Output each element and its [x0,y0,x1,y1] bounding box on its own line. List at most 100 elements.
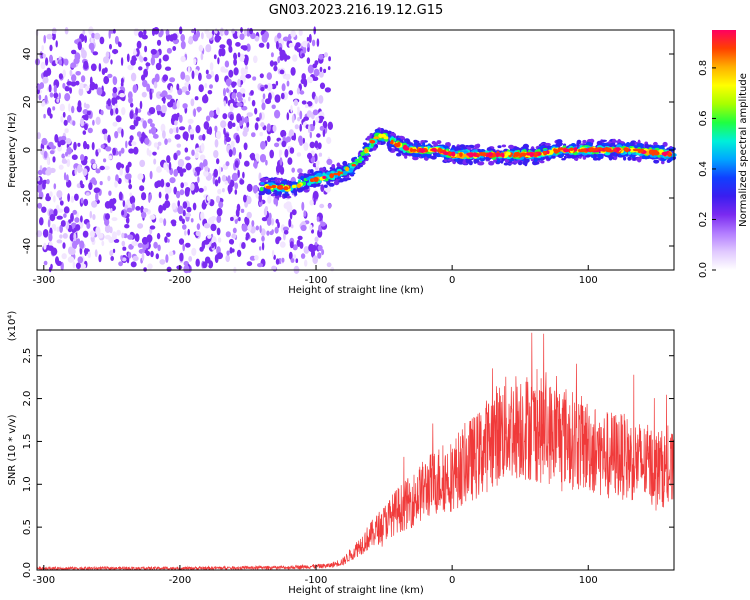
noise-speck [277,32,282,39]
noise-speck [79,82,84,90]
noise-speck [152,133,159,139]
noise-speck [245,74,252,79]
signal-speck [597,157,601,161]
noise-speck [203,239,210,245]
noise-speck [293,99,299,106]
noise-speck [86,222,91,230]
noise-speck [317,244,323,252]
noise-speck [241,105,248,111]
noise-speck [204,165,209,172]
noise-speck [297,168,303,174]
noise-speck [173,169,179,177]
signal-speck [348,168,354,172]
noise-speck [56,260,62,266]
noise-speck [72,209,77,215]
signal-speck [668,157,674,161]
noise-speck [58,164,64,170]
noise-speck [285,201,292,208]
signal-speck [433,149,437,153]
noise-speck [259,246,262,251]
noise-speck [59,139,66,146]
noise-speck [312,120,316,127]
noise-speck [64,93,71,102]
noise-speck [318,71,324,78]
noise-speck [62,233,68,239]
noise-speck [230,248,235,253]
noise-speck [238,216,241,222]
noise-speck [61,159,68,164]
y-tick-label: 20 [22,96,33,109]
noise-speck [217,188,222,195]
signal-speck [654,149,658,155]
noise-speck [324,87,331,93]
signal-speck [645,150,651,156]
noise-speck [289,241,294,249]
noise-speck [178,238,185,245]
noise-speck [323,68,327,74]
noise-speck [80,154,85,161]
signal-speck [601,139,608,142]
noise-speck [312,109,319,116]
signal-speck [528,152,535,156]
noise-speck [311,39,316,47]
noise-speck [275,218,279,224]
noise-speck [198,72,202,82]
noise-speck [215,130,222,140]
noise-speck [70,195,75,203]
noise-speck [223,87,226,97]
signal-speck [557,147,564,151]
noise-speck [66,158,71,168]
noise-speck [260,86,265,92]
noise-speck [214,74,219,83]
x-tick-label: -300 [32,275,55,286]
noise-speck [62,82,66,89]
noise-speck [322,128,326,138]
noise-speck [137,242,143,248]
noise-speck [43,113,46,119]
signal-speck [488,160,495,166]
noise-speck [65,138,72,145]
noise-speck [147,263,153,270]
noise-speck [65,151,68,157]
noise-speck [160,28,164,36]
noise-speck [151,88,154,94]
noise-speck [182,201,188,209]
noise-speck [98,63,102,72]
signal-speck [635,152,641,156]
figure-title: GN03.2023.216.19.12.G15 [269,3,444,18]
x-tick-label: -300 [32,575,55,586]
noise-speck [273,61,278,66]
signal-speck [623,156,627,161]
noise-speck [230,140,235,148]
noise-speck [40,61,46,70]
signal-speck [473,152,477,157]
noise-speck [226,87,230,93]
noise-speck [115,107,119,115]
noise-speck [253,55,258,64]
signal-speck [649,149,655,154]
noise-speck [174,120,178,126]
noise-speck [239,120,243,127]
spectrogram-signal-track [258,127,677,199]
signal-speck [331,164,336,169]
noise-speck [59,224,63,233]
noise-speck [216,215,222,224]
noise-speck [104,224,111,233]
noise-speck [243,142,248,151]
noise-speck [51,247,58,256]
noise-speck [138,31,144,38]
noise-speck [148,150,152,157]
signal-speck [613,155,618,161]
signal-speck [632,148,639,152]
noise-speck [301,40,308,48]
noise-speck [85,174,88,181]
noise-speck [210,215,217,221]
noise-speck [156,232,161,240]
noise-speck [155,104,162,112]
noise-speck [312,63,318,69]
noise-speck [63,58,69,66]
signal-speck [259,187,264,192]
signal-speck [524,161,528,167]
noise-speck [82,130,87,135]
noise-speck [97,148,101,153]
